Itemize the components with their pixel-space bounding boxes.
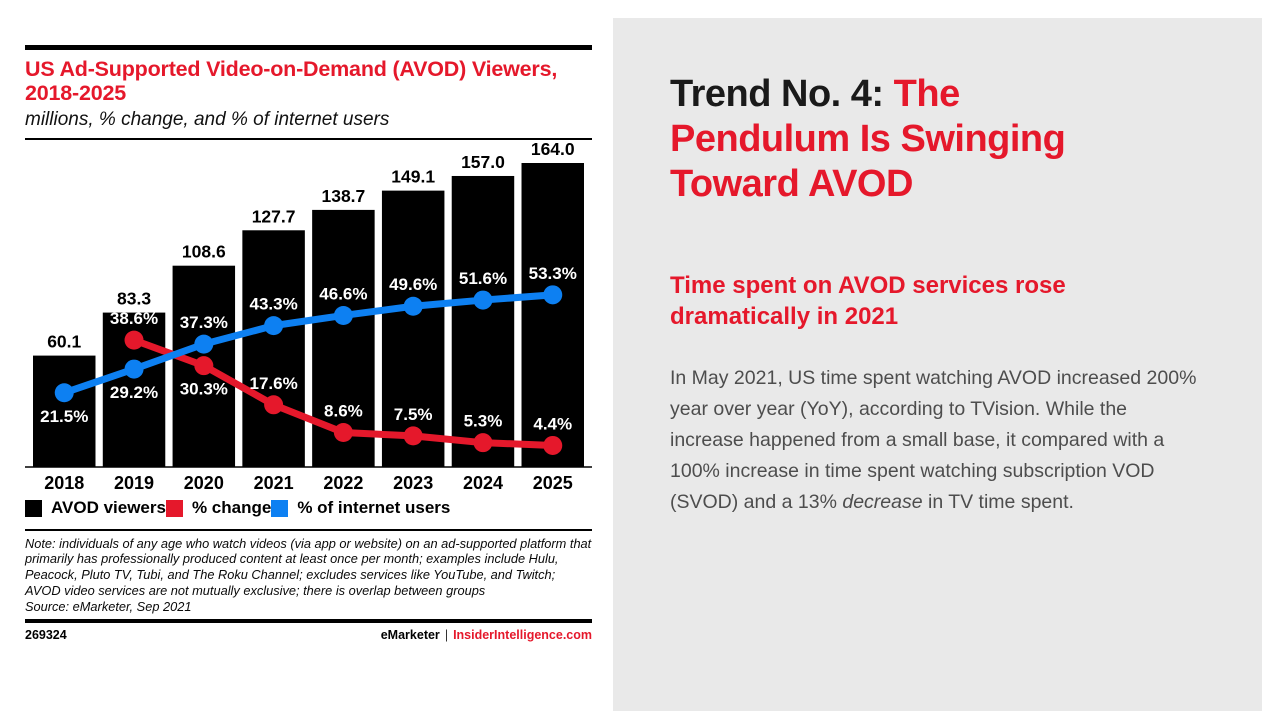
svg-text:7.5%: 7.5% (394, 405, 433, 424)
svg-text:43.3%: 43.3% (250, 295, 298, 314)
trend-title-prefix: Trend No. 4: (670, 73, 894, 115)
svg-text:83.3: 83.3 (117, 289, 151, 309)
svg-text:138.7: 138.7 (321, 186, 365, 206)
brand-emarketer: eMarketer (380, 628, 440, 643)
chart-note: Note: individuals of any age who watch v… (25, 536, 592, 615)
chart-subtitle: millions, % change, and % of internet us… (25, 109, 390, 130)
legend-label: % of internet users (297, 498, 451, 517)
svg-text:49.6%: 49.6% (389, 275, 437, 294)
svg-text:108.6: 108.6 (182, 242, 226, 262)
avod-chart-figure: US Ad-Supported Video-on-Demand (AVOD) V… (25, 0, 592, 642)
brand-site-link[interactable]: InsiderIntelligence.com (453, 628, 592, 643)
svg-text:46.6%: 46.6% (319, 284, 367, 303)
legend-swatch-black (25, 499, 42, 517)
svg-text:8.6%: 8.6% (324, 402, 363, 421)
chart-title: US Ad-Supported Video-on-Demand (AVOD) V… (25, 57, 558, 105)
svg-text:53.3%: 53.3% (529, 264, 577, 283)
svg-text:149.1: 149.1 (391, 167, 435, 187)
brand-line: eMarketer | InsiderIntelligence.com (381, 628, 592, 642)
svg-text:30.3%: 30.3% (180, 380, 228, 399)
chart-footer: 269324 eMarketer | InsiderIntelligence.com (25, 628, 592, 642)
svg-text:2022: 2022 (323, 473, 363, 492)
chart-legend: AVOD viewers % change % of internet user… (25, 498, 592, 518)
legend-swatch-blue (271, 499, 289, 517)
source-text: Source: eMarketer, Sep 2021 (25, 598, 192, 614)
svg-text:21.5%: 21.5% (40, 407, 88, 426)
svg-text:4.4%: 4.4% (533, 414, 572, 433)
legend-label: AVOD viewers (51, 498, 166, 517)
svg-text:5.3%: 5.3% (464, 412, 503, 431)
chart-subtitle-rule (25, 138, 592, 140)
legend-swatch-red (165, 499, 183, 517)
svg-text:157.0: 157.0 (461, 152, 505, 172)
chart-top-rule (25, 45, 592, 50)
legend-item-avod-viewers: AVOD viewers (25, 498, 166, 518)
trend-subtitle: Time spent on AVOD services rose dramati… (670, 272, 1066, 330)
svg-text:127.7: 127.7 (252, 206, 296, 226)
svg-text:38.6%: 38.6% (110, 309, 158, 328)
note-text: Note: individuals of any age who watch v… (25, 535, 592, 598)
trend-body-text: In May 2021, US time spent watching AVOD… (670, 363, 1202, 518)
legend-item-pct-internet-users: % of internet users (271, 498, 450, 518)
body-segment: In May 2021, US time spent watching AVOD… (670, 367, 1197, 513)
svg-text:17.6%: 17.6% (250, 374, 298, 393)
svg-text:2018: 2018 (44, 473, 84, 492)
brand-separator: | (444, 628, 449, 643)
svg-text:2025: 2025 (533, 473, 573, 492)
note-divider-rule (25, 529, 592, 531)
svg-text:2019: 2019 (114, 473, 154, 492)
svg-text:60.1: 60.1 (47, 332, 81, 352)
legend-label: % change (191, 498, 272, 517)
trend-title-highlight: The Pendulum Is Swinging Toward AVOD (670, 73, 1066, 205)
svg-text:164.0: 164.0 (531, 140, 575, 159)
body-italic-word: decrease (842, 491, 923, 513)
trend-commentary-panel: Trend No. 4: The Pendulum Is Swinging To… (613, 18, 1262, 711)
svg-text:2024: 2024 (463, 473, 503, 492)
chart-bottom-rule (25, 619, 592, 624)
svg-text:29.2%: 29.2% (110, 383, 158, 402)
svg-text:2021: 2021 (254, 473, 294, 492)
svg-text:51.6%: 51.6% (459, 269, 507, 288)
chart-id: 269324 (25, 628, 67, 643)
svg-text:37.3%: 37.3% (180, 313, 228, 332)
svg-text:2023: 2023 (393, 473, 433, 492)
legend-item-pct-change: % change (165, 498, 272, 518)
body-segment: in TV time spent. (922, 491, 1074, 513)
svg-text:2020: 2020 (184, 473, 224, 492)
trend-title: Trend No. 4: The Pendulum Is Swinging To… (670, 72, 1132, 207)
avod-bar-line-chart: 60.1 83.3 108.6 127.7 138.7 149.1 157.0 164.0 38… (25, 140, 592, 492)
